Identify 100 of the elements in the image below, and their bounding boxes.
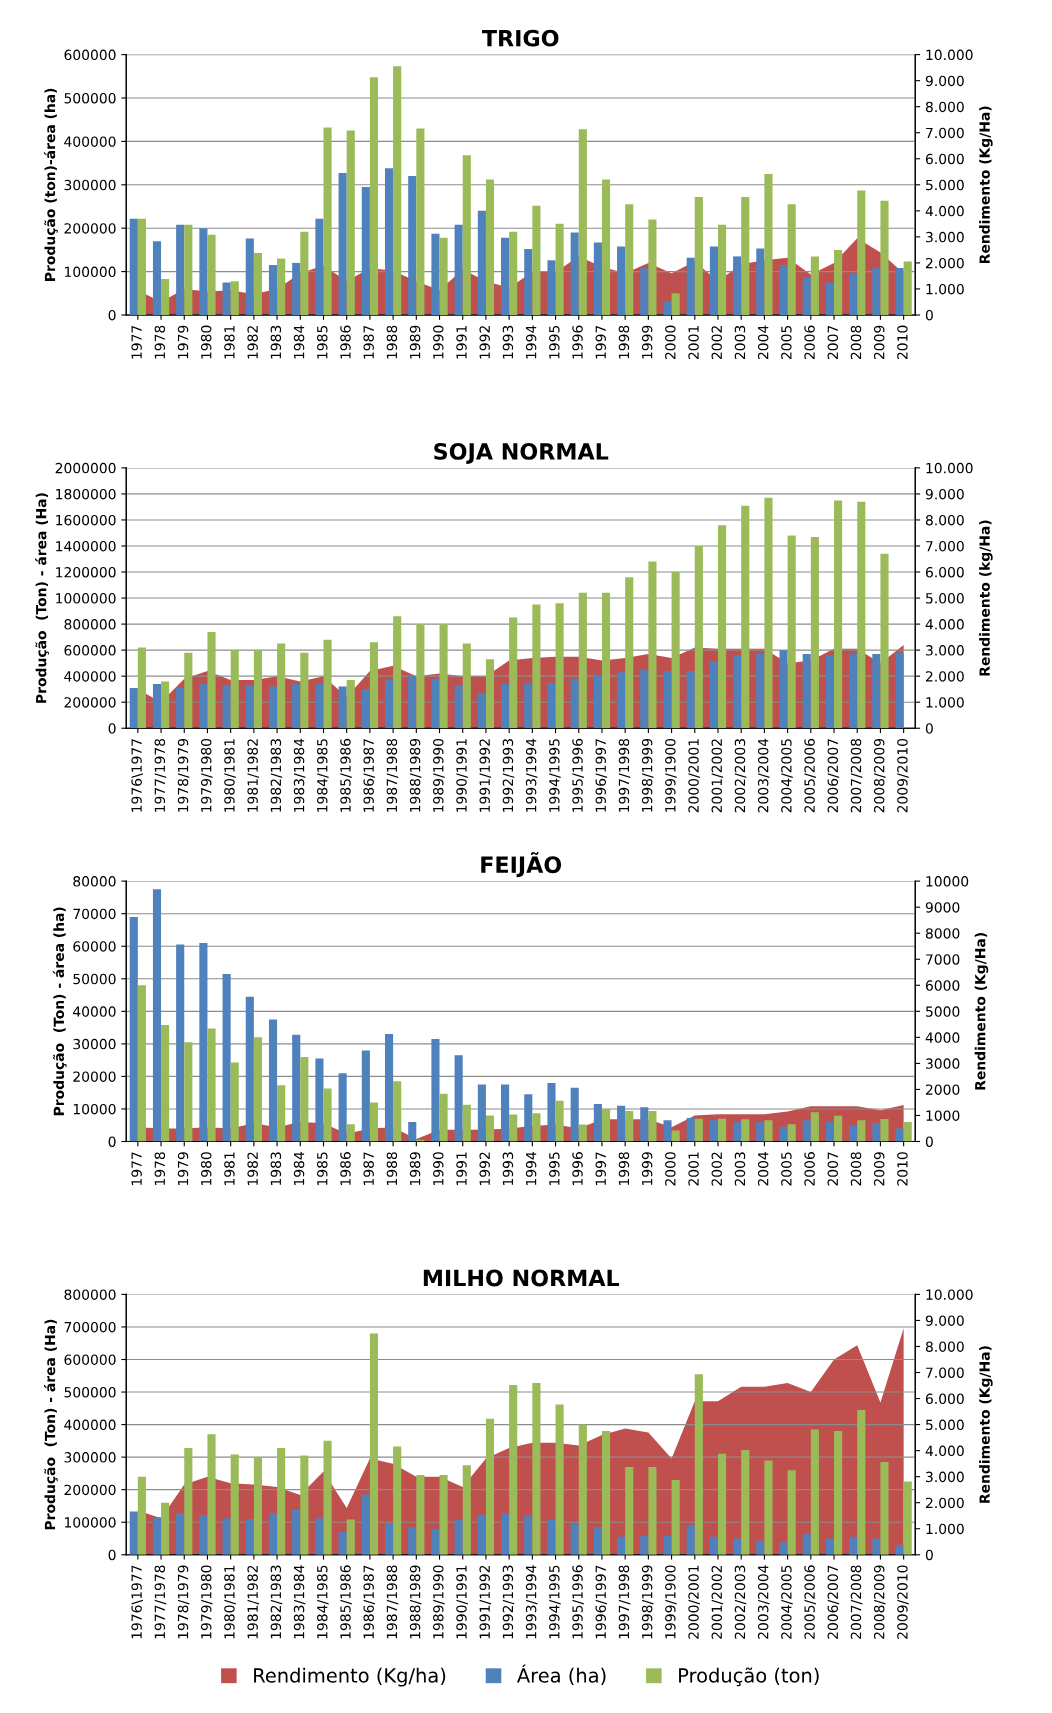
bar [277, 1085, 286, 1142]
y2-tick-label: 9.000 [925, 75, 964, 87]
bar [663, 670, 672, 729]
bar [323, 1440, 332, 1555]
bar [857, 190, 866, 315]
bar [663, 1535, 672, 1555]
x-tick-label: 1989 [409, 1152, 421, 1186]
bar [431, 1528, 440, 1555]
bar [462, 643, 471, 729]
bar [694, 196, 703, 315]
x-tick-label: 1987/1988 [386, 738, 399, 812]
x-tick-label: 1993 [502, 1152, 514, 1186]
x-tick-label: 1991/1992 [479, 1565, 492, 1639]
bar [779, 265, 788, 315]
bar [578, 592, 587, 729]
bar [810, 1112, 819, 1142]
x-tick-label: 1991 [456, 325, 467, 359]
bar [277, 1448, 286, 1555]
bar [222, 1518, 231, 1555]
bar [315, 218, 324, 315]
bar [300, 1056, 309, 1142]
bar [578, 1124, 587, 1142]
x-tick-label: 2010 [897, 1152, 908, 1186]
bar [787, 204, 796, 315]
y2-tick-label: 6.000 [925, 1393, 964, 1405]
x-tick-label: 2004 [757, 1152, 769, 1186]
bar [176, 224, 185, 315]
x-tick-label: 1990/1991 [456, 739, 468, 812]
bar [648, 219, 657, 315]
bar [524, 682, 533, 729]
bar [137, 1476, 146, 1555]
x-tick-label: 1992 [479, 326, 490, 359]
y2-axis-title: Rendimento (Kg/Ha) [979, 1346, 993, 1503]
y2-tick-label: 10.000 [926, 1289, 973, 1300]
bar [741, 1449, 750, 1555]
x-tick-label: 2005 [781, 1152, 792, 1186]
bar [671, 1130, 680, 1142]
y-tick-label: 2000000 [55, 462, 116, 474]
bar [245, 1518, 254, 1555]
x-tick-label: 1987 [363, 325, 374, 359]
bar [245, 996, 254, 1142]
y-tick-label: 1400000 [56, 540, 116, 552]
x-tick-label: 1980 [200, 1152, 212, 1186]
bar [485, 179, 495, 315]
x-tick-label: 2003/2004 [757, 738, 770, 813]
x-tick-label: 1999 [641, 1152, 653, 1186]
bar [439, 624, 448, 729]
y2-tick-label: 9000 [925, 902, 960, 913]
bar [849, 273, 858, 315]
y-tick-label: 0 [108, 1549, 116, 1561]
y2-tick-label: 2.000 [925, 257, 964, 269]
x-tick-label: 1982/1983 [270, 739, 283, 812]
x-tick-label: 1989/1990 [433, 1565, 445, 1639]
x-tick-label: 1986 [340, 325, 351, 359]
y-axis-title: Produção (Ton) - área (Ha) [43, 1319, 58, 1530]
x-tick-label: 1982/1983 [270, 1565, 283, 1639]
y2-tick-label: 4.000 [925, 1445, 964, 1457]
x-tick-label: 1997 [595, 1152, 606, 1186]
y-axis-title: Produção (Ton) - área (Ha) [35, 493, 49, 703]
bar [268, 1019, 278, 1142]
y-tick-label: 70000 [73, 908, 116, 920]
bar [872, 654, 881, 729]
bar [601, 1431, 611, 1555]
bar [903, 1121, 912, 1142]
bar [477, 693, 486, 729]
bar [137, 218, 146, 315]
x-tick-label: 2006 [804, 1152, 815, 1186]
y-tick-label: 600000 [64, 49, 116, 61]
x-tick-label: 2006 [804, 325, 815, 360]
bar [764, 1460, 773, 1555]
bar [895, 268, 904, 315]
x-tick-label: 1996 [572, 1152, 583, 1186]
y-tick-label: 400000 [64, 671, 116, 682]
y2-tick-label: 10.000 [926, 49, 973, 61]
bar [361, 186, 370, 315]
x-tick-label: 2006/2007 [827, 739, 840, 813]
bar [361, 1494, 370, 1555]
y2-tick-label: 9.000 [925, 1315, 964, 1326]
bar [547, 1082, 556, 1142]
y-tick-label: 500000 [64, 92, 116, 104]
bar [593, 242, 602, 315]
bar [369, 642, 379, 729]
bar [268, 686, 278, 729]
bar [756, 654, 765, 729]
bar [431, 233, 440, 315]
bar [384, 680, 394, 729]
x-tick-label: 2000 [665, 325, 676, 360]
bar [872, 1538, 881, 1555]
x-tick-label: 1994 [525, 325, 537, 359]
bar [625, 204, 634, 315]
bar [717, 1453, 727, 1555]
bar [393, 1446, 402, 1555]
bar [184, 224, 193, 315]
y-tick-label: 30000 [73, 1038, 116, 1050]
bar [524, 1094, 533, 1142]
bar [686, 670, 695, 729]
bar [593, 1104, 602, 1142]
x-tick-label: 2008/2009 [873, 738, 886, 813]
bar [315, 1058, 324, 1142]
bar [253, 1457, 262, 1555]
